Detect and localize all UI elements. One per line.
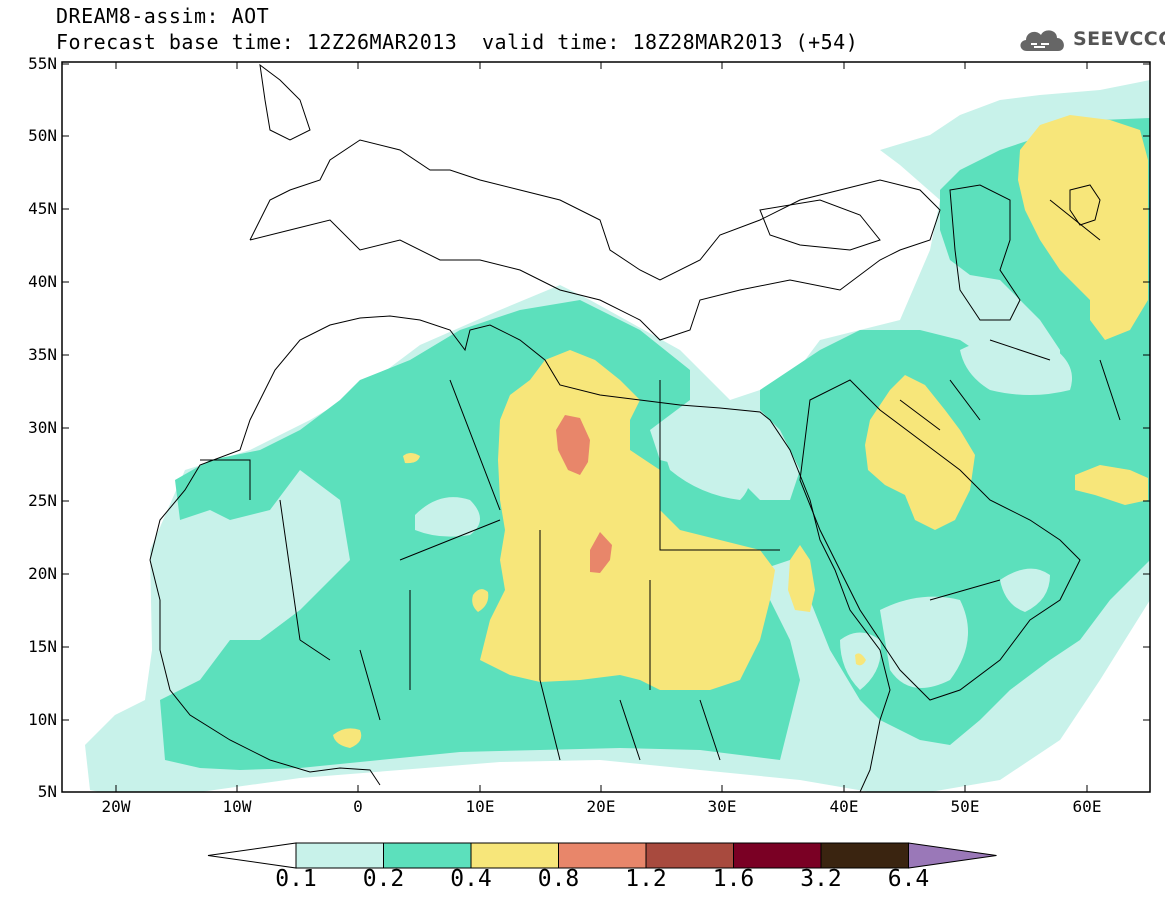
lat-label: 45N — [28, 199, 57, 218]
colorbar-segment — [295, 842, 384, 869]
colorbar-segment — [645, 842, 734, 869]
colorbar-segment — [733, 842, 822, 869]
colorbar-label: 0.2 — [362, 866, 405, 892]
lon-label: 40E — [830, 797, 859, 816]
aot-contour-0.1 — [415, 497, 480, 537]
aot-contour-0.8 — [556, 415, 590, 475]
colorbar-label: 1.2 — [625, 866, 667, 892]
lat-label: 40N — [28, 272, 57, 291]
lat-label: 10N — [28, 710, 57, 729]
aot-contour-0.4 — [788, 545, 815, 612]
colorbar-label: 3.2 — [800, 866, 842, 892]
forecast-base-time: Forecast base time: 12Z26MAR2013 — [56, 30, 458, 54]
colorbar-segment — [470, 842, 559, 869]
colorbar-segment — [383, 842, 472, 869]
lat-label: 35N — [28, 345, 57, 364]
colorbar-under-triangle — [207, 842, 297, 869]
aot-contour-0.1 — [960, 336, 1072, 395]
logo-text: SEEVCCC — [1073, 28, 1165, 50]
coastline-europe — [249, 139, 941, 341]
coastline-africa — [149, 315, 891, 792]
colorbar-segment — [558, 842, 647, 869]
colorbar-label: 0.8 — [537, 866, 580, 892]
seevccc-logo: SEEVCCC — [1017, 22, 1165, 56]
lat-label: 15N — [28, 637, 57, 656]
aot-field — [85, 80, 1150, 792]
border-lines — [200, 199, 1121, 761]
lat-label: 50N — [28, 126, 57, 145]
colorbar-label: 0.4 — [450, 866, 492, 892]
colorbar-label: 0.1 — [275, 866, 317, 892]
coastline-black-sea — [759, 199, 881, 251]
lat-label: 30N — [28, 418, 57, 437]
aot-contour-0.4 — [480, 350, 775, 690]
aot-contour-0.4 — [1075, 465, 1148, 505]
aot-contour-0.4 — [472, 589, 489, 612]
coastline-britain — [259, 63, 311, 141]
colorbar-segment — [820, 842, 909, 869]
aot-contour-0.4 — [403, 453, 420, 464]
aot-contour-0.1 — [660, 436, 750, 500]
lat-label: 20N — [28, 564, 57, 583]
cloud-icon — [1020, 30, 1064, 51]
lon-label: 0 — [353, 797, 363, 816]
map-title: DREAM8-assim: AOT — [56, 4, 270, 28]
lon-label: 10W — [223, 797, 252, 816]
lon-label: 20E — [587, 797, 616, 816]
lat-label: 25N — [28, 491, 57, 510]
colorbar-label: 6.4 — [887, 866, 930, 892]
aot-contour-0.4 — [1018, 115, 1148, 340]
aot-contour-0.1 — [880, 596, 968, 688]
aot-contour-0.4 — [855, 653, 866, 666]
coastline-aral — [1069, 184, 1101, 226]
lon-label: 20W — [102, 797, 131, 816]
colorbar — [207, 842, 997, 869]
coastline-gulf-guinea — [149, 559, 381, 786]
aot-contour-0.4 — [333, 728, 362, 748]
aot-contour-0.1 — [1000, 568, 1050, 612]
lon-label: 50E — [951, 797, 980, 816]
lon-label: 10E — [466, 797, 495, 816]
valid-time: valid time: 18Z28MAR2013 (+54) — [482, 30, 859, 54]
coastline-arabia — [799, 379, 1081, 701]
lon-label: 60E — [1073, 797, 1102, 816]
lat-label: 5N — [38, 782, 57, 801]
aot-contour-0.4 — [865, 375, 975, 530]
coastlines — [149, 63, 1121, 792]
map-frame — [61, 61, 1151, 793]
coastline-caspian — [949, 184, 1021, 321]
aot-contour-0.8 — [590, 532, 612, 573]
colorbar-label: 1.6 — [712, 866, 755, 892]
colorbar-over-triangle — [908, 842, 997, 869]
lon-label: 30E — [708, 797, 737, 816]
axis-ticks: 55N 50N 45N 40N 35N 30N 25N 20N 15N 10N 5N 20W 10W 0 1… — [28, 54, 1150, 816]
lat-label: 55N — [28, 54, 57, 73]
